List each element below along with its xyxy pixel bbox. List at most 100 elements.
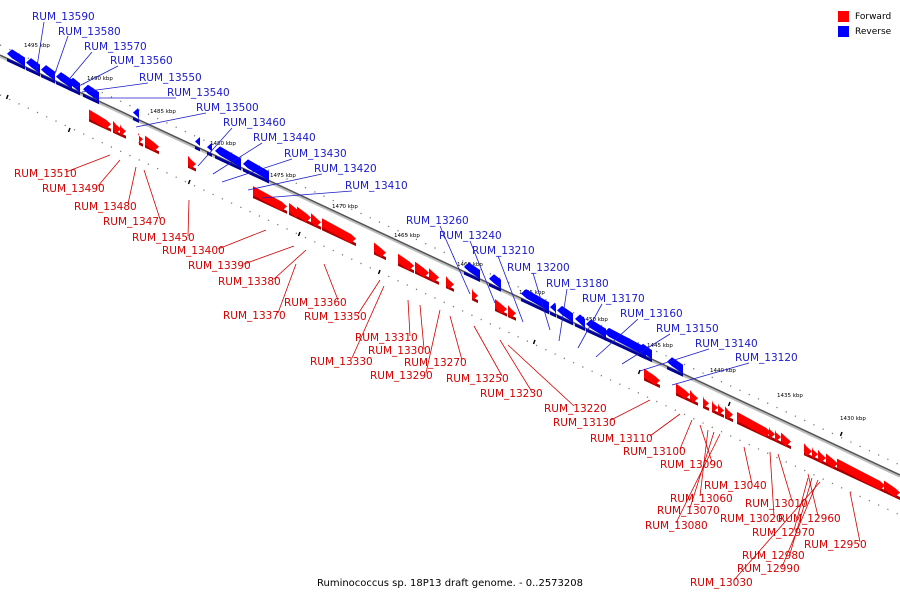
gene-label: RUM_13080: [645, 520, 708, 532]
forward-gene: [812, 446, 818, 459]
gene-label: RUM_12990: [737, 563, 800, 575]
reverse-gene: [521, 289, 549, 312]
gene-leader-line: [277, 263, 297, 314]
gene-label: RUM_13590: [32, 11, 95, 23]
forward-gene: [644, 368, 660, 385]
gene-leader-line: [407, 299, 411, 337]
forward-gene: [818, 449, 826, 463]
reverse-gene: [464, 262, 480, 279]
reverse-gene-shadow: [133, 117, 139, 123]
gene-leader-line: [273, 249, 307, 280]
forward-gene: [322, 218, 356, 244]
gene-label: RUM_13510: [14, 168, 77, 180]
reverse-gene: [68, 77, 80, 93]
gene-label: RUM_13040: [704, 480, 767, 492]
gene-leader-line: [743, 446, 753, 485]
kbp-tick-label: 1480 kbp: [210, 141, 236, 147]
kbp-tick-label: 1470 kbp: [332, 204, 358, 210]
gene-leader-line: [473, 325, 503, 377]
gene-leader-line: [143, 169, 161, 220]
kbp-tick-label: 1445 kbp: [647, 343, 673, 349]
gene-leader-line: [135, 112, 207, 128]
gene-label: RUM_13180: [546, 278, 609, 290]
gene-leader-line: [675, 433, 721, 524]
forward-gene: [495, 299, 507, 314]
forward-gene: [826, 453, 838, 469]
gene-label: RUM_13400: [162, 245, 225, 257]
gene-label: RUM_13100: [623, 446, 686, 458]
forward-gene: [508, 305, 516, 318]
forward-gene: [725, 406, 733, 420]
gene-leader-line: [81, 82, 149, 93]
reverse-gene-shadow: [83, 93, 99, 105]
gene-leader-line: [187, 199, 190, 237]
gene-label: RUM_13260: [406, 215, 469, 227]
forward-gene: [398, 253, 414, 271]
gene-leader-line: [323, 263, 339, 301]
gene-leader-line: [639, 348, 710, 372]
reverse-gene: [56, 72, 72, 89]
reverse-swatch: [838, 26, 849, 37]
gene-label: RUM_13270: [404, 357, 467, 369]
legend-forward-label: Forward: [855, 11, 892, 22]
major-tick: [532, 339, 536, 345]
kbp-tick-label: 1450 kbp: [582, 317, 608, 323]
forward-gene: [145, 135, 159, 152]
forward-gene: [429, 268, 439, 282]
gene-label: RUM_12960: [778, 513, 841, 525]
kbp-tick-label: 1485 kbp: [150, 109, 176, 115]
reverse-gene-shadow: [667, 366, 683, 377]
gene-label: RUM_13020: [720, 513, 783, 525]
forward-gene: [113, 120, 121, 134]
gene-leader-line: [243, 245, 295, 265]
gene-leader-line: [577, 303, 603, 349]
reverse-gene-shadow: [41, 74, 55, 84]
gene-leader-line: [532, 272, 551, 331]
gene-leader-line: [621, 333, 671, 365]
forward-gene: [781, 432, 791, 447]
gene-label: RUM_13230: [480, 388, 543, 400]
major-tick: [67, 127, 71, 133]
gene-label: RUM_13540: [167, 87, 230, 99]
gene-label: RUM_13500: [196, 102, 259, 114]
gene-label: RUM_13060: [670, 493, 733, 505]
gene-leader-line: [35, 21, 45, 74]
gene-label: RUM_13300: [368, 345, 431, 357]
gene-leader-line: [357, 279, 381, 315]
gene-label: RUM_13170: [582, 293, 645, 305]
gene-label: RUM_13140: [695, 338, 758, 350]
forward-gene: [311, 213, 321, 227]
forward-gene: [415, 261, 429, 278]
kbp-tick-label: 1440 kbp: [710, 368, 736, 374]
reverse-gene: [575, 314, 585, 328]
reverse-gene: [133, 108, 139, 120]
gene-label: RUM_13200: [507, 262, 570, 274]
gene-label: RUM_13130: [553, 417, 616, 429]
forward-gene: [472, 288, 478, 301]
legend-reverse-label: Reverse: [855, 26, 892, 37]
kbp-tick-label: 1465 kbp: [394, 233, 420, 239]
major-tick: [637, 369, 641, 375]
gene-label: RUM_13580: [58, 26, 121, 38]
legend-item-reverse: Reverse: [838, 24, 891, 39]
gene-label: RUM_13570: [84, 41, 147, 53]
reverse-gene: [7, 49, 25, 67]
gene-leader-line: [351, 285, 385, 359]
forward-gene-shadow: [253, 195, 287, 214]
gene-leader-line: [97, 159, 121, 187]
forward-gene-shadow: [322, 227, 356, 247]
reverse-gene-shadow: [638, 352, 652, 363]
forward-gene-shadow: [837, 467, 885, 493]
gene-label: RUM_13550: [139, 72, 202, 84]
forward-gene: [712, 400, 718, 413]
gene-label: RUM_13220: [544, 403, 607, 415]
reverse-gene: [243, 159, 269, 181]
reverse-gene-shadow: [575, 323, 585, 331]
gene-leader-line: [671, 362, 750, 386]
major-tick: [377, 269, 381, 275]
gene-label: RUM_13480: [74, 201, 137, 213]
forward-gene: [769, 426, 775, 439]
gene-leader-line: [649, 413, 681, 437]
gene-label: RUM_13210: [472, 245, 535, 257]
